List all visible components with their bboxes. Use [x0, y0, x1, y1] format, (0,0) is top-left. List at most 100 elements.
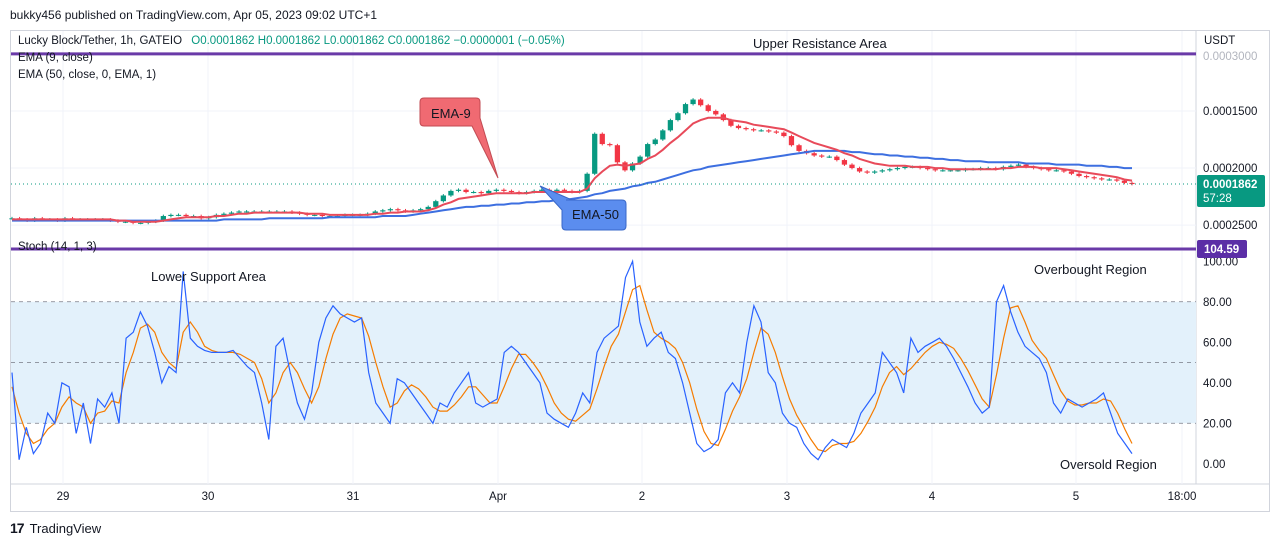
candle-body — [652, 139, 658, 145]
candle-body — [607, 144, 613, 146]
candle-body — [592, 133, 598, 174]
ema50-callout-shape — [539, 185, 627, 231]
time-tick-label: 31 — [347, 491, 360, 503]
ema50-line — [12, 149, 1132, 222]
candle-body — [1106, 179, 1112, 181]
candle-body — [433, 201, 439, 207]
candle-body — [947, 170, 954, 172]
candle-body — [463, 189, 469, 193]
candle-body — [470, 192, 477, 194]
legend-ema50[interactable]: EMA (50, close, 0, EMA, 1) — [18, 69, 157, 81]
candle-body — [698, 99, 704, 106]
candle-body — [1099, 178, 1105, 180]
candle-body — [849, 164, 855, 169]
ema50-callout-text: EMA-50 — [572, 207, 619, 222]
candle-body — [1091, 177, 1097, 179]
time-tick-label: 18:00 — [1168, 491, 1197, 503]
time-tick-label: 30 — [202, 491, 215, 503]
time-tick-label: 3 — [784, 491, 790, 503]
oversold-label: Oversold Region — [1060, 457, 1157, 472]
ema9-callout-shape — [419, 97, 499, 179]
countdown-text: 57:28 — [1203, 193, 1232, 205]
candle-body — [781, 132, 787, 137]
candle-body — [690, 99, 696, 105]
candle-body — [387, 209, 394, 211]
candle-body — [955, 170, 961, 172]
upper-resistance-label: Upper Resistance Area — [753, 36, 887, 51]
candle-body — [138, 222, 144, 224]
candle-body — [228, 212, 235, 214]
candle-body — [1023, 164, 1029, 167]
candle-body — [887, 169, 893, 171]
candle-body — [1076, 173, 1082, 177]
legend-ohlc: O0.0001862 H0.0001862 L0.0001862 C0.0001… — [191, 35, 565, 47]
candle-body — [236, 211, 242, 213]
candle-body — [667, 120, 674, 131]
price-tick-label: 0.0001500 — [1203, 106, 1257, 118]
stoch-tick-label: 20.00 — [1203, 418, 1232, 430]
stoch-tick-label: 60.00 — [1203, 337, 1232, 349]
candle-body — [478, 192, 484, 194]
candle-body — [940, 170, 946, 172]
footer-brand[interactable]: 17 TradingView — [10, 520, 101, 536]
candle-body — [183, 214, 189, 217]
candle-body — [1068, 171, 1075, 174]
lower-support-label: Lower Support Area — [151, 269, 267, 284]
candle-body — [819, 155, 825, 157]
time-tick-label: Apr — [489, 491, 507, 503]
candle-body — [682, 104, 689, 114]
candle-body — [811, 153, 817, 156]
candle-body — [221, 213, 227, 215]
candle-body — [1008, 165, 1014, 167]
candle-body — [864, 171, 870, 173]
candle-body — [614, 145, 621, 163]
candle-body — [1129, 182, 1135, 185]
candle-body — [372, 211, 378, 214]
candle-body — [1053, 170, 1059, 172]
last-price-badge — [1197, 175, 1265, 208]
footer-brand-name: TradingView — [29, 520, 102, 536]
candle-body — [766, 130, 772, 132]
tradingview-logo-icon: 17 — [10, 520, 25, 536]
publish-header: bukky456 published on TradingView.com, A… — [0, 0, 1280, 30]
candle-body — [1121, 180, 1128, 183]
stoch-tick-label: 80.00 — [1203, 297, 1232, 309]
candle-body — [728, 120, 734, 126]
candle-body — [894, 168, 901, 170]
ema9-callout-text: EMA-9 — [431, 106, 471, 121]
candle-body — [168, 214, 174, 217]
stoch-tick-label: 40.00 — [1203, 378, 1232, 390]
legend-symbol-row: Lucky Block/Tether, 1h, GATEIO O0.000186… — [18, 35, 565, 47]
candle-body — [418, 209, 424, 211]
candle-body — [539, 189, 545, 191]
candle-body — [645, 144, 651, 157]
candle-body — [395, 209, 401, 211]
candle-body — [841, 160, 848, 165]
time-tick-label: 4 — [929, 491, 936, 503]
time-tick-label: 5 — [1073, 491, 1079, 503]
candle-body — [925, 168, 931, 170]
candle-body — [826, 156, 832, 158]
candle-body — [554, 189, 560, 191]
candle-body — [1046, 169, 1052, 171]
legend-stoch[interactable]: Stoch (14, 1, 3) — [18, 241, 97, 253]
candle-body — [312, 214, 318, 216]
time-tick-label: 29 — [57, 491, 70, 503]
candle-body — [160, 216, 166, 221]
legend-ema9[interactable]: EMA (9, close) — [18, 52, 93, 64]
overbought-label: Overbought Region — [1034, 262, 1147, 277]
candle-body — [879, 170, 885, 172]
candle-body — [735, 125, 742, 129]
candle-body — [1061, 170, 1067, 172]
chart-frame — [10, 30, 1270, 512]
stoch-level-badge-text: 104.59 — [1204, 244, 1239, 256]
publisher-line: bukky456 published on TradingView.com, A… — [10, 8, 378, 22]
candle-body — [175, 214, 182, 216]
candle-body — [508, 190, 515, 193]
candle-body — [425, 206, 431, 210]
legend-symbol: Lucky Block/Tether, 1h, GATEIO — [18, 35, 183, 47]
candle-body — [750, 129, 757, 131]
candle-body — [872, 171, 878, 173]
candle-body — [856, 168, 863, 172]
